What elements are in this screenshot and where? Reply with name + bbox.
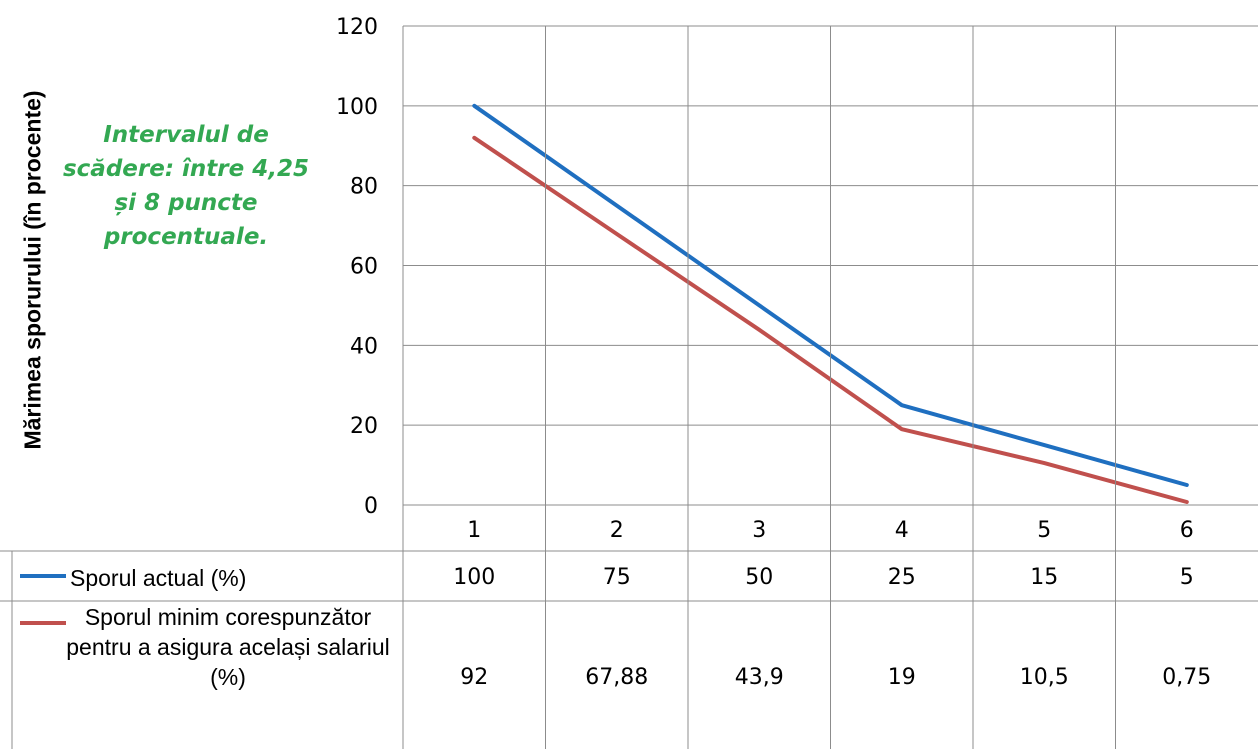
legend-label-sporul-minim: Sporul minim corespunzător pentru a asig… bbox=[66, 604, 390, 690]
x-category-label: 6 bbox=[1180, 518, 1194, 543]
x-category-label: 1 bbox=[467, 518, 481, 543]
x-category-label: 4 bbox=[895, 518, 909, 543]
data-label: 43,9 bbox=[735, 665, 784, 690]
data-label: 75 bbox=[603, 565, 631, 590]
y-tick-label: 60 bbox=[350, 255, 378, 280]
data-label: 50 bbox=[745, 565, 773, 590]
y-tick-label: 120 bbox=[336, 15, 378, 40]
data-label: 100 bbox=[453, 565, 495, 590]
x-category-label: 3 bbox=[752, 518, 766, 543]
x-category-label: 2 bbox=[610, 518, 624, 543]
y-tick-label: 20 bbox=[350, 414, 378, 439]
y-tick-label: 40 bbox=[350, 334, 378, 359]
data-label: 0,75 bbox=[1162, 665, 1211, 690]
data-label: 15 bbox=[1030, 565, 1058, 590]
x-category-label: 5 bbox=[1037, 518, 1051, 543]
data-label: 67,88 bbox=[585, 665, 648, 690]
data-label: 10,5 bbox=[1020, 665, 1069, 690]
y-tick-label: 0 bbox=[364, 494, 378, 519]
legend-label-sporul-actual: Sporul actual (%) bbox=[70, 565, 247, 591]
data-label: 5 bbox=[1180, 565, 1194, 590]
y-axis-ticks: 0 20 40 60 80 100 120 bbox=[336, 15, 378, 519]
data-label: 25 bbox=[888, 565, 916, 590]
y-tick-label: 100 bbox=[336, 95, 378, 120]
y-tick-label: 80 bbox=[350, 175, 378, 200]
data-table: 1 2 3 4 5 6 100 75 50 25 15 5 92 67,88 43,9 19 10,5 0,75 bbox=[0, 26, 1258, 749]
data-label: 92 bbox=[460, 665, 488, 690]
data-label: 19 bbox=[888, 665, 916, 690]
decrease-interval-annotation: Intervalul de scădere: între 4,25 și 8 p… bbox=[62, 122, 309, 250]
